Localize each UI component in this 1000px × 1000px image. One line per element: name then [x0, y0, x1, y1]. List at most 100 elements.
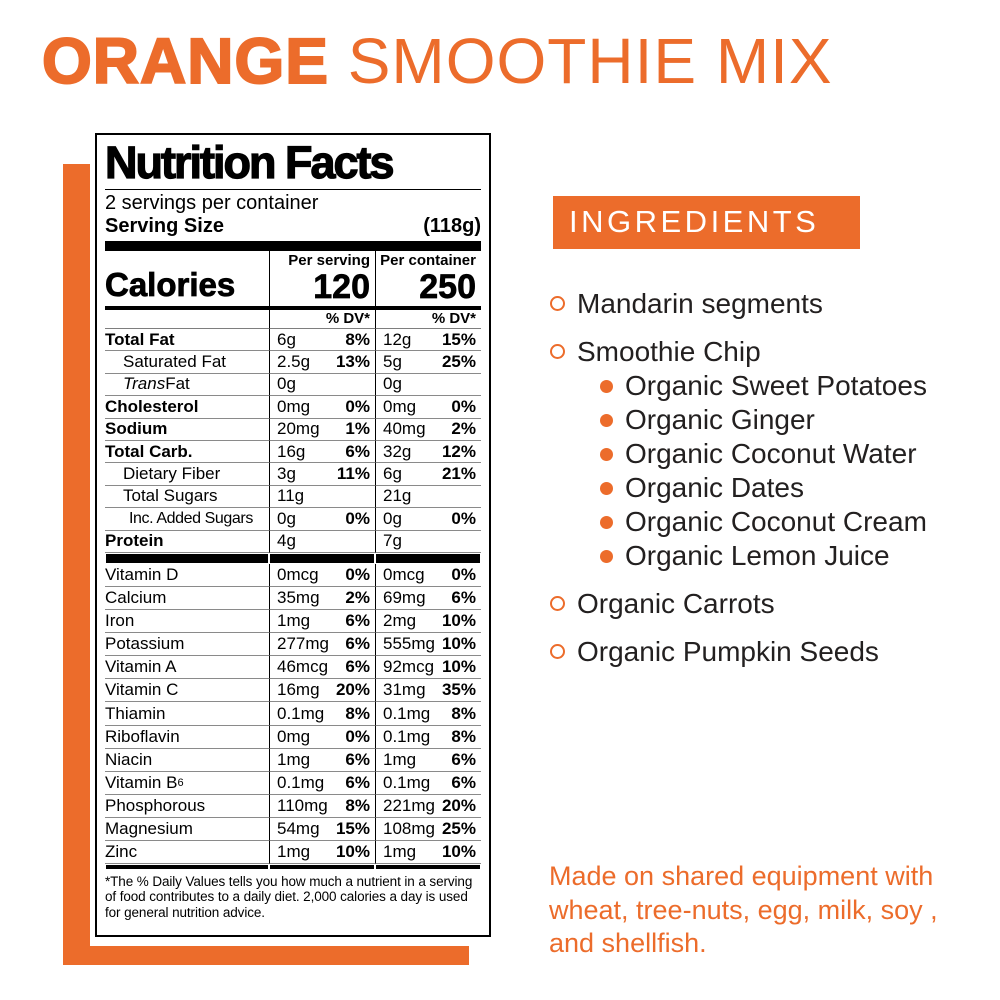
nutrient-value-cell: 1mg 6%: [269, 610, 375, 634]
nutrient-dv: 2%: [345, 588, 370, 608]
nutrient-amount: 1mg: [277, 749, 311, 769]
nutrition-facts-heading: Nutrition Facts: [104, 137, 395, 188]
nutrient-dv: 8%: [345, 703, 370, 723]
nutrient-name: Magnesium: [105, 818, 269, 842]
ingredient-bullet-hollow-icon: [550, 644, 565, 659]
dv-header-row: % DV* % DV*: [105, 310, 481, 329]
nutrient-name: Vitamin C: [105, 679, 269, 703]
nutrient-amount: 0mg: [277, 726, 311, 746]
nutrient-row: Phosphorous 110mg 8% 221mg 20%: [105, 794, 481, 818]
nutrient-name: Vitamin D: [105, 564, 269, 587]
nutrient-amount: 4g: [277, 531, 296, 551]
ingredient-bullet-filled-icon: [600, 448, 613, 461]
nutrient-amount: 0.1mg: [383, 772, 431, 792]
ingredient-item: Organic Pumpkin Seeds: [549, 635, 994, 669]
nutrient-row: Calcium 35mg 2% 69mg 6%: [105, 587, 481, 611]
nutrient-amount: 21g: [383, 486, 412, 506]
ingredient-label: Organic Pumpkin Seeds: [577, 636, 879, 667]
section-divider-thick: [105, 553, 481, 564]
nutrient-amount: 0g: [383, 508, 402, 528]
nutrient-name: Cholesterol: [105, 396, 269, 419]
nutrient-row: Iron 1mg 6% 2mg 10%: [105, 610, 481, 634]
ingredient-sub-label: Organic Lemon Juice: [625, 540, 890, 571]
nutrient-amount: 0g: [383, 374, 402, 394]
ingredient-bullet-hollow-icon: [550, 596, 565, 611]
nutrient-value-cell: 21g: [375, 485, 481, 509]
nutrient-amount: 20mg: [277, 419, 320, 439]
ingredient-bullet-filled-icon: [600, 414, 613, 427]
nutrient-value-cell: 0mcg 0%: [269, 563, 375, 587]
nutrient-amount: 7g: [383, 531, 402, 551]
nutrient-amount: 6g: [383, 464, 402, 484]
nutrient-dv: 11%: [336, 464, 370, 484]
nutrient-amount: 0.1mg: [277, 772, 325, 792]
nutrient-value-cell: 16g 6%: [269, 440, 375, 464]
nutrient-row: Cholesterol 0mg 0% 0mg 0%: [105, 396, 481, 419]
nutrient-dv: 8%: [345, 795, 370, 815]
nutrient-dv: 6%: [451, 772, 476, 792]
nutrient-dv: 6%: [345, 772, 370, 792]
ingredient-sub-item: Organic Coconut Cream: [599, 505, 994, 539]
nutrient-amount: 0mg: [383, 396, 417, 416]
nutrient-dv: 12%: [441, 441, 476, 461]
nutrient-value-cell: 6g 8%: [269, 329, 375, 352]
allergen-note: Made on shared equipment with wheat, tre…: [549, 861, 938, 958]
daily-value-footnote: *The % Daily Values tells you how much a…: [105, 874, 473, 920]
nutrient-value-cell: 46mcg 6%: [269, 656, 375, 680]
calories-per-container-value: 250: [419, 268, 476, 306]
nutrient-name: Phosphorous: [105, 795, 269, 818]
nutrient-value-cell: 0.1mg 6%: [269, 771, 375, 795]
nutrient-amount: 46mcg: [277, 657, 329, 677]
nutrient-dv: 6%: [345, 611, 370, 631]
nutrient-name: Zinc: [105, 841, 269, 865]
nutrient-row: Vitamin D 0mcg 0% 0mcg 0%: [105, 563, 481, 587]
nutrient-amount: 1mg: [277, 842, 311, 862]
nutrient-dv: 0%: [451, 508, 476, 528]
nutrient-row: Vitamin B 6 0.1mg 6% 0.1mg 6%: [105, 771, 481, 795]
nutrient-value-cell: 2mg 10%: [375, 610, 481, 634]
nutrient-amount: 0mcg: [383, 564, 425, 584]
nutrient-value-cell: 4g: [269, 530, 375, 553]
nutrient-dv: 0%: [451, 564, 476, 584]
nutrient-amount: 2mg: [383, 611, 417, 631]
ingredient-sub-label: Organic Dates: [625, 472, 804, 503]
nutrient-value-cell: 6g 21%: [375, 463, 481, 486]
nutrient-amount: 6g: [277, 329, 296, 349]
nutrient-amount: 16mg: [277, 680, 320, 700]
nutrient-dv: 6%: [345, 749, 370, 769]
nutrient-value-cell: 69mg 6%: [375, 587, 481, 611]
nutrient-amount: 5g: [383, 352, 402, 372]
nutrient-dv: 8%: [345, 329, 370, 349]
nutrient-dv: 0%: [345, 396, 370, 416]
nutrient-amount: 0.1mg: [277, 703, 325, 723]
ingredient-label: Mandarin segments: [577, 288, 823, 319]
nutrient-amount: 0.1mg: [383, 726, 431, 746]
nutrient-row: Vitamin A 46mcg 6% 92mcg 10%: [105, 656, 481, 680]
nutrient-dv: 8%: [451, 726, 476, 746]
nutrient-dv: 20%: [441, 795, 476, 815]
nutrient-name: Potassium: [105, 633, 269, 657]
nutrient-value-cell: 0mg 0%: [269, 396, 375, 419]
nutrient-value-cell: 0.1mg 6%: [375, 771, 481, 795]
nutrient-name: Niacin: [105, 749, 269, 772]
nutrient-dv: 6%: [345, 441, 370, 461]
nutrient-value-cell: 2.5g 13%: [269, 351, 375, 374]
serving-size-row: Serving Size (118g): [105, 215, 481, 238]
nutrient-amount: 0mcg: [277, 564, 319, 584]
nutrient-row: Total Fat 6g 8% 12g 15%: [105, 329, 481, 352]
calories-row: Calories Per serving 120 Per container 2…: [105, 251, 481, 310]
page-title: ORANGE SMOOTHIE MIX: [41, 24, 833, 98]
dv-header-spacer: [105, 310, 269, 329]
section-divider-thin: [105, 864, 481, 870]
nutrient-amount: 31mg: [383, 680, 426, 700]
nutrient-amount: 54mg: [277, 818, 320, 838]
nutrient-name: Total Carb.: [105, 441, 269, 464]
nutrient-amount: 555mg: [383, 634, 435, 654]
ingredient-bullet-hollow-icon: [550, 344, 565, 359]
ingredient-bullet-filled-icon: [600, 516, 613, 529]
calories-label: Calories: [105, 251, 269, 310]
dv-header-serving: % DV*: [269, 310, 375, 329]
nutrient-value-cell: 16mg 20%: [269, 679, 375, 703]
nutrient-amount: 12g: [383, 329, 412, 349]
nutrient-dv: 0%: [345, 726, 370, 746]
